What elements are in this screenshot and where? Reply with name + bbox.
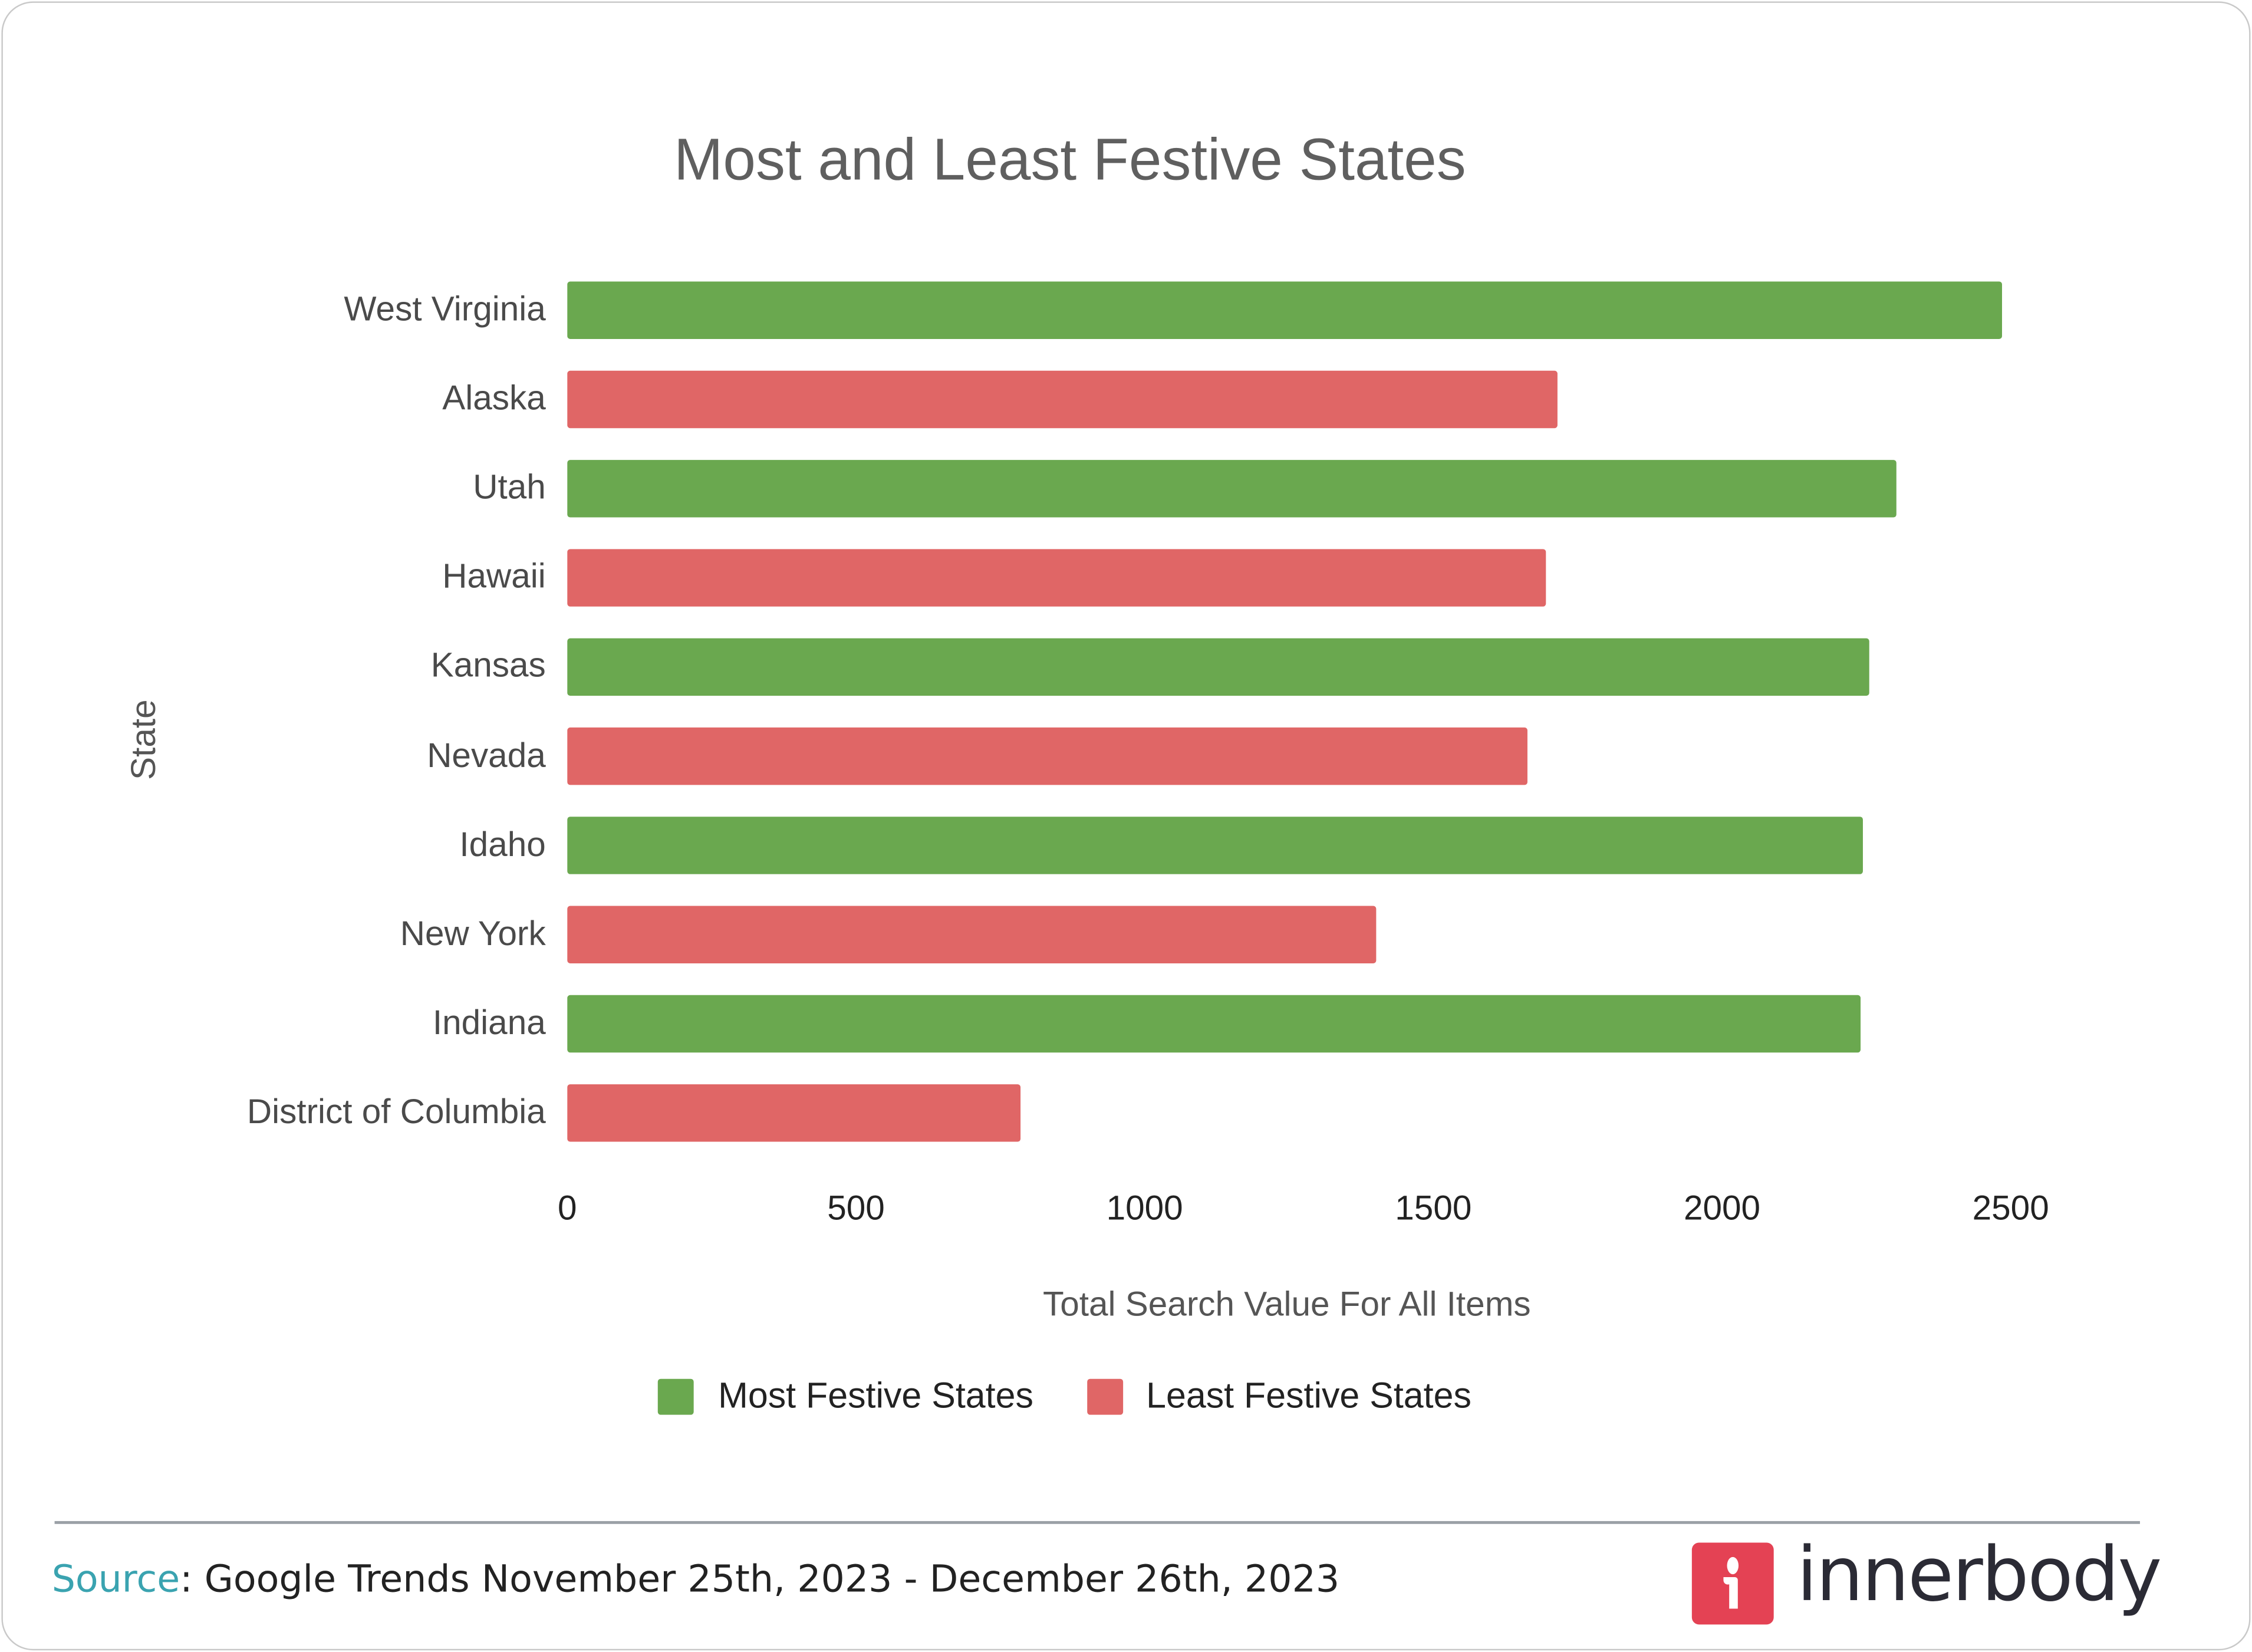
bar-kansas: [567, 638, 1869, 696]
bar-west-virginia: [567, 281, 2002, 339]
y-tick-label: Hawaii: [442, 557, 546, 597]
legend-swatch-least: [1087, 1378, 1124, 1415]
innerbody-logo-text: innerbody: [1796, 1532, 2162, 1619]
y-tick-label: Alaska: [442, 379, 546, 419]
bar-indiana: [567, 995, 1861, 1053]
legend-label-most: Most Festive States: [718, 1375, 1033, 1417]
footer-divider: [54, 1521, 2140, 1524]
bar-nevada: [567, 727, 1527, 785]
y-tick-label: Utah: [473, 468, 546, 508]
legend-label-least: Least Festive States: [1146, 1375, 1471, 1417]
y-tick-label: Idaho: [459, 825, 546, 864]
y-tick-label: West Virginia: [344, 290, 546, 329]
chart-title: Most and Least Festive States: [674, 126, 1466, 193]
bar-alaska: [567, 370, 1558, 429]
source-text: : Google Trends November 25th, 2023 - De…: [180, 1558, 1340, 1602]
x-tick-label: 0: [558, 1189, 577, 1228]
bar-new-york: [567, 906, 1377, 963]
y-tick-label: Indiana: [432, 1003, 546, 1043]
bar-idaho: [567, 817, 1863, 874]
source-note: Source: Google Trends November 25th, 202…: [52, 1558, 1340, 1601]
bar-utah: [567, 460, 1897, 518]
x-axis-title: Total Search Value For All Items: [1043, 1285, 1531, 1325]
y-tick-label: District of Columbia: [246, 1092, 546, 1132]
innerbody-logo-icon: [1691, 1542, 1774, 1625]
x-tick-label: 2000: [1683, 1189, 1761, 1228]
y-tick-label: New York: [400, 914, 546, 953]
bar-hawaii: [567, 549, 1546, 607]
legend-swatch-most: [657, 1378, 694, 1415]
y-tick-label: Nevada: [427, 736, 546, 775]
x-tick-label: 2500: [1972, 1189, 2049, 1228]
x-tick-label: 500: [827, 1189, 885, 1228]
source-label: Source: [51, 1558, 180, 1602]
x-tick-label: 1500: [1395, 1189, 1472, 1228]
bar-district-of-columbia: [567, 1084, 1021, 1142]
x-tick-label: 1000: [1106, 1189, 1183, 1228]
y-tick-label: Kansas: [430, 647, 546, 686]
